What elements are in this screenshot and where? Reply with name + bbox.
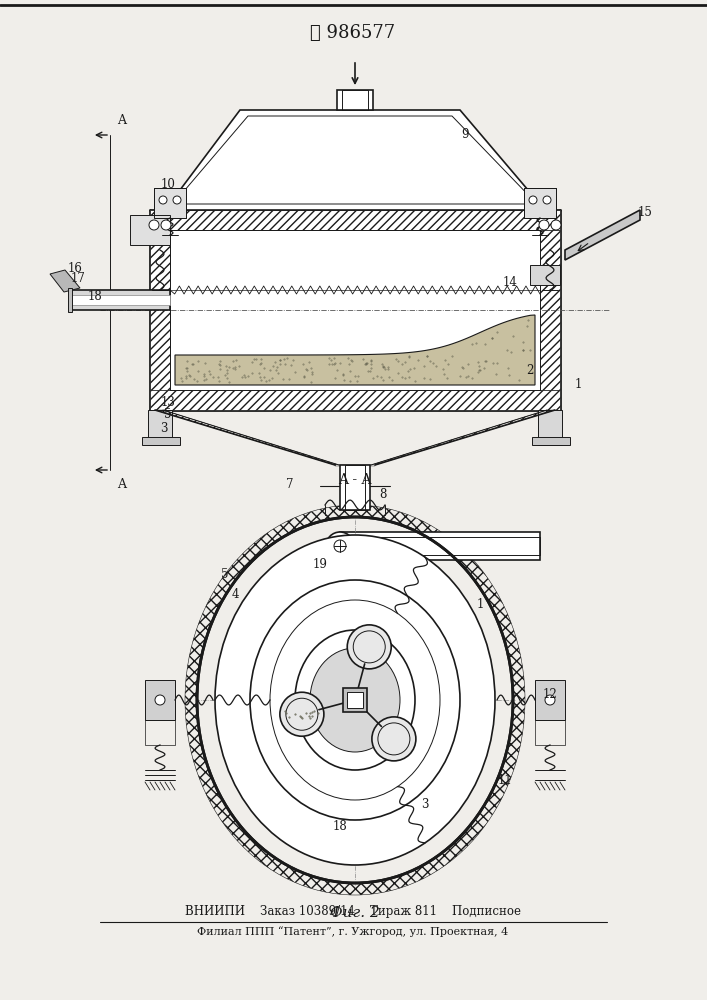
Text: 9: 9 bbox=[461, 128, 469, 141]
Bar bbox=[340, 465, 370, 510]
Bar bbox=[535, 680, 565, 720]
Bar bbox=[70, 295, 170, 305]
Text: 18: 18 bbox=[88, 290, 103, 302]
Text: Фиг. 2: Фиг. 2 bbox=[330, 906, 380, 920]
Bar bbox=[524, 188, 556, 218]
Circle shape bbox=[326, 532, 354, 560]
Bar bbox=[148, 410, 172, 445]
Text: 17: 17 bbox=[71, 271, 86, 284]
Text: ‧ 986577: ‧ 986577 bbox=[310, 24, 395, 42]
Text: ВНИИПИ    Заказ 10389/14    Тираж 811    Подписное: ВНИИПИ Заказ 10389/14 Тираж 811 Подписно… bbox=[185, 906, 521, 918]
Bar bbox=[150, 210, 560, 230]
Bar bbox=[150, 230, 170, 390]
Ellipse shape bbox=[215, 535, 495, 865]
Text: Фиг. 1: Фиг. 1 bbox=[330, 593, 380, 607]
Bar bbox=[340, 537, 540, 555]
Text: A: A bbox=[117, 114, 127, 127]
Circle shape bbox=[155, 695, 165, 705]
Polygon shape bbox=[50, 270, 80, 292]
Text: 19: 19 bbox=[312, 558, 327, 572]
Bar bbox=[142, 437, 180, 445]
Text: 10: 10 bbox=[160, 178, 175, 190]
Text: 3: 3 bbox=[160, 422, 168, 434]
Polygon shape bbox=[175, 315, 535, 385]
Text: 18: 18 bbox=[332, 820, 347, 834]
Text: 5: 5 bbox=[164, 408, 172, 422]
Text: 16: 16 bbox=[68, 261, 83, 274]
Ellipse shape bbox=[295, 630, 415, 770]
Polygon shape bbox=[565, 210, 640, 260]
Circle shape bbox=[347, 625, 391, 669]
Bar bbox=[538, 410, 562, 445]
Text: 5: 5 bbox=[221, 568, 229, 582]
Circle shape bbox=[149, 220, 159, 230]
Circle shape bbox=[280, 692, 324, 736]
Text: 8: 8 bbox=[380, 488, 387, 502]
Circle shape bbox=[545, 695, 555, 705]
Text: 13: 13 bbox=[160, 395, 175, 408]
Ellipse shape bbox=[197, 517, 513, 883]
Circle shape bbox=[372, 717, 416, 761]
Bar bbox=[540, 230, 560, 390]
Bar bbox=[532, 437, 570, 445]
Circle shape bbox=[539, 220, 549, 230]
Text: 15: 15 bbox=[638, 206, 653, 219]
Ellipse shape bbox=[310, 648, 400, 752]
Text: 1: 1 bbox=[574, 378, 582, 391]
Text: A - A: A - A bbox=[338, 473, 372, 487]
Text: A: A bbox=[117, 478, 127, 490]
Text: 3: 3 bbox=[421, 798, 428, 812]
Circle shape bbox=[173, 196, 181, 204]
Circle shape bbox=[159, 196, 167, 204]
Bar bbox=[345, 465, 365, 510]
Bar bbox=[154, 188, 186, 218]
Text: 1: 1 bbox=[477, 598, 484, 611]
Bar bbox=[130, 215, 170, 245]
Bar bbox=[170, 230, 540, 390]
Polygon shape bbox=[165, 110, 545, 210]
Bar bbox=[70, 290, 170, 310]
Bar bbox=[145, 680, 175, 720]
Bar bbox=[68, 288, 72, 312]
Text: 12: 12 bbox=[543, 688, 557, 702]
Circle shape bbox=[161, 220, 171, 230]
Bar bbox=[337, 90, 373, 110]
Text: 4: 4 bbox=[231, 588, 239, 601]
Circle shape bbox=[543, 196, 551, 204]
Bar bbox=[145, 720, 175, 745]
Bar bbox=[347, 692, 363, 708]
Bar bbox=[340, 532, 540, 560]
Bar bbox=[343, 688, 367, 712]
Text: 11: 11 bbox=[498, 774, 513, 786]
Text: 2: 2 bbox=[526, 363, 534, 376]
Bar bbox=[535, 720, 565, 745]
Bar bbox=[342, 90, 368, 110]
Bar bbox=[530, 265, 560, 285]
Text: Филиал ППП “Патент”, г. Ужгород, ул. Проектная, 4: Филиал ППП “Патент”, г. Ужгород, ул. Про… bbox=[197, 927, 508, 937]
Bar bbox=[150, 390, 560, 410]
Bar bbox=[154, 188, 186, 218]
Ellipse shape bbox=[270, 600, 440, 800]
Circle shape bbox=[529, 196, 537, 204]
Circle shape bbox=[551, 220, 561, 230]
Text: 14: 14 bbox=[503, 275, 518, 288]
Text: 7: 7 bbox=[286, 479, 293, 491]
Bar bbox=[524, 188, 556, 218]
Ellipse shape bbox=[250, 580, 460, 820]
